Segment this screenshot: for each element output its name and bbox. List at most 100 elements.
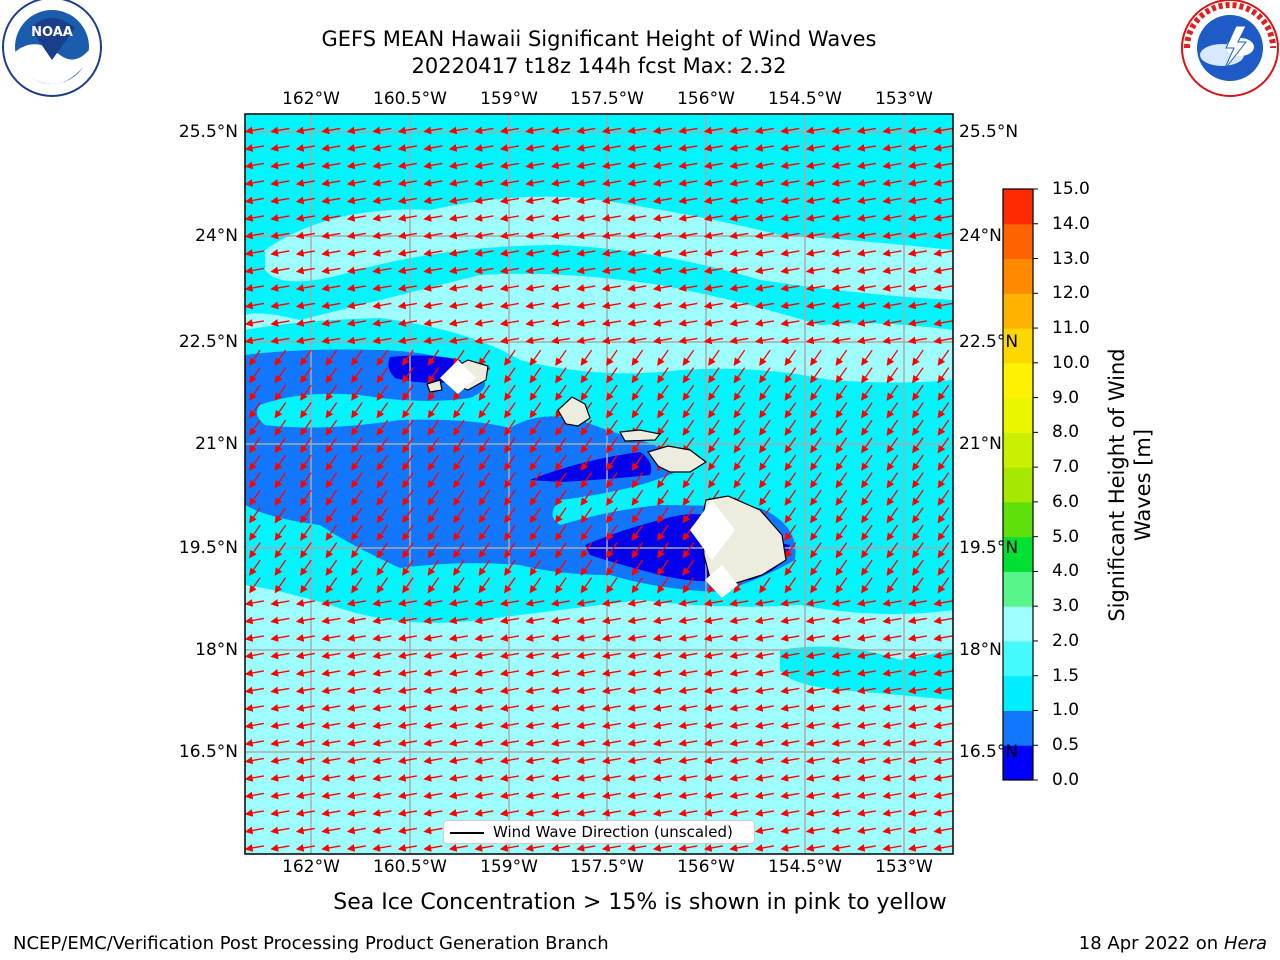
wind-arrow [295, 161, 315, 170]
wind-arrow [886, 367, 899, 384]
wind-arrow [627, 336, 647, 345]
wind-arrow [912, 542, 924, 559]
sea-ice-note: Sea Ice Concentration > 15% is shown in … [333, 890, 947, 915]
wind-arrow [245, 826, 264, 835]
wind-arrow [397, 196, 417, 205]
wind-arrow [453, 472, 465, 489]
wind-arrow [402, 367, 414, 384]
wind-arrow [907, 756, 927, 765]
wind-arrow [321, 126, 341, 135]
wind-arrow [270, 686, 290, 695]
wind-arrow [703, 616, 723, 625]
wind-arrow [423, 739, 443, 747]
wind-arrow [780, 669, 800, 677]
wind-arrow [729, 214, 749, 222]
wind-arrow [784, 559, 797, 576]
wind-arrow [882, 616, 902, 625]
wind-arrow [351, 559, 363, 576]
wind-arrow [780, 791, 800, 800]
wind-arrow [652, 319, 672, 327]
wind-arrow [729, 669, 749, 677]
wind-arrow [703, 284, 723, 292]
wind-arrow [453, 524, 465, 541]
wind-arrow [907, 336, 927, 345]
wind-arrow [805, 756, 825, 765]
lon-tick-top: 159°W [480, 89, 538, 109]
wind-arrow [754, 301, 774, 310]
colorbar-label: 15.0 [1052, 179, 1090, 199]
wind-arrow [402, 524, 414, 541]
wind-arrow [780, 179, 800, 187]
wind-arrow [499, 231, 519, 240]
lon-tick-bottom: 154.5°W [768, 857, 842, 877]
wind-arrow [810, 384, 822, 401]
wind-arrow [580, 384, 593, 401]
wind-arrow [525, 669, 545, 677]
wind-arrow [627, 669, 647, 677]
wind-arrow [886, 507, 899, 524]
wind-arrow [882, 704, 902, 712]
wind-arrow [805, 336, 825, 345]
wind-arrow [351, 577, 363, 594]
lat-tick-left: 22.5°N [178, 332, 238, 352]
wind-arrow [499, 336, 519, 345]
wind-arrow [835, 577, 848, 594]
wind-arrow [423, 161, 443, 170]
wind-arrow [270, 651, 290, 660]
wind-arrow [270, 599, 290, 607]
wind-arrow [580, 489, 593, 506]
wind-arrow [448, 651, 468, 660]
wind-arrow [402, 507, 414, 524]
wind-arrow [652, 686, 672, 695]
wind-arrow [652, 651, 672, 660]
colorbar-label: 6.0 [1052, 491, 1080, 512]
wind-arrow [805, 704, 825, 712]
wind-arrow [427, 349, 440, 366]
wind-arrow [249, 349, 261, 366]
wind-arrow [810, 419, 822, 436]
wind-arrow [397, 634, 417, 642]
wind-arrow [346, 826, 366, 835]
wind-arrow [423, 284, 443, 292]
wind-arrow [831, 686, 851, 695]
wind-arrow [652, 249, 672, 257]
wind-arrow [580, 559, 593, 576]
wind-arrow [657, 472, 669, 489]
wind-arrow [376, 454, 389, 471]
wind-arrow [474, 651, 494, 660]
wind-arrow [805, 301, 825, 310]
wind-arrow [295, 791, 315, 800]
wind-arrow [245, 179, 264, 187]
wind-arrow [529, 489, 542, 506]
wind-arrow [372, 774, 392, 782]
sea-dark-maui [530, 452, 652, 482]
map-subtitle: 20220417 t18z 144h fcst Max: 2.32 [411, 54, 787, 78]
wind-arrow [245, 126, 264, 135]
wind-arrow [325, 472, 338, 489]
wind-arrow [882, 214, 902, 222]
wind-arrow [474, 809, 494, 817]
wind-arrow [274, 577, 287, 594]
wind-arrow [529, 542, 542, 559]
wind-arrow [245, 756, 264, 765]
wind-arrow [933, 144, 953, 152]
wind-arrow [729, 721, 749, 730]
wind-arrow [729, 231, 749, 240]
wind-arrow [933, 214, 953, 222]
wind-arrow [657, 577, 669, 594]
wind-arrow [601, 336, 621, 345]
wind-arrow [601, 721, 621, 730]
wind-arrow [708, 437, 720, 454]
wind-arrow [325, 559, 338, 576]
legend-label: Wind Wave Direction (unscaled) [493, 823, 733, 841]
wind-arrow [601, 284, 621, 292]
wind-arrow [678, 669, 698, 677]
wind-arrow [576, 196, 596, 205]
wind-arrow [933, 126, 953, 135]
wind-arrow [555, 507, 567, 524]
wind-arrow [346, 301, 366, 310]
wind-arrow [933, 301, 953, 310]
wind-arrow [780, 161, 800, 170]
wind-arrow [703, 721, 723, 730]
wind-arrow [703, 791, 723, 800]
